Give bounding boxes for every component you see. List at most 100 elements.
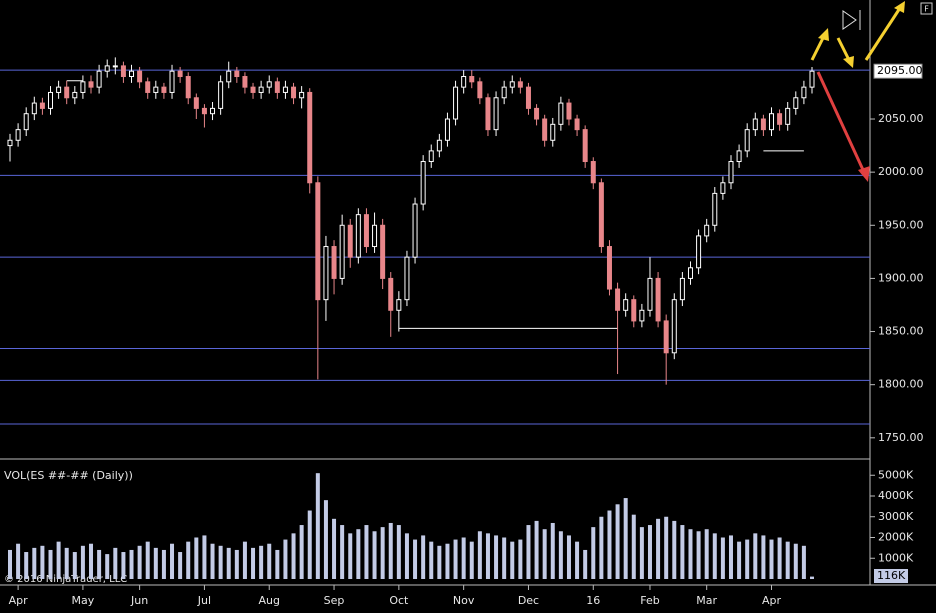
candle-body [282, 86, 288, 93]
volume-bar [170, 543, 175, 579]
arrow-down-red [816, 71, 866, 173]
candle-body [631, 299, 637, 322]
candle-body [307, 91, 313, 184]
arrowhead [894, 1, 905, 13]
scroll-end-button[interactable] [842, 10, 861, 30]
volume-bar [437, 545, 442, 579]
volume-bar [737, 541, 742, 579]
volume-bar [810, 576, 814, 579]
y-tick-label: 2050.00 [878, 112, 924, 125]
volume-bar [696, 531, 701, 579]
x-tick-label: Sep [324, 594, 345, 607]
float-button[interactable] [920, 2, 933, 15]
candle-body [582, 129, 588, 163]
candle-body [728, 161, 734, 184]
volume-bar [429, 541, 434, 579]
candle-body [412, 203, 418, 258]
candle-body [793, 97, 799, 109]
arrowhead [843, 56, 854, 68]
volume-bar [518, 539, 523, 579]
volume-bar [388, 522, 393, 579]
volume-bar [680, 525, 685, 579]
volume-bar [542, 529, 547, 579]
candle-body [339, 224, 345, 279]
volume-bar [510, 541, 515, 579]
volume-bar [769, 539, 774, 579]
float-icon[interactable]: F [924, 5, 929, 14]
candle-body [712, 192, 718, 226]
candle-body [23, 113, 29, 131]
candle-body [720, 182, 726, 194]
volume-bar [48, 549, 53, 579]
volume-bar [623, 498, 628, 579]
volume-bar [558, 531, 563, 579]
volume-bar [194, 537, 199, 579]
volume-bar [372, 531, 377, 579]
volume-bar [526, 525, 531, 579]
candle-body [266, 81, 272, 88]
play-icon[interactable] [842, 10, 857, 30]
volume-bar [485, 533, 490, 579]
volume-bar [413, 539, 418, 579]
candle-body [752, 118, 758, 131]
arrow-down [836, 37, 851, 61]
candle-body [647, 277, 653, 311]
candle-body [31, 102, 37, 115]
volume-bar [32, 547, 37, 579]
volume-bar [704, 529, 709, 579]
volume-bar [728, 535, 733, 579]
volume-bar [291, 533, 296, 579]
volume-bar [283, 539, 288, 579]
candle-body [258, 86, 264, 93]
candle-body [566, 102, 572, 120]
volume-bar [80, 545, 85, 579]
candle-body [736, 150, 742, 163]
arrowhead [818, 28, 829, 41]
candle-body [809, 70, 815, 88]
candle-body [396, 299, 402, 311]
volume-bar [534, 520, 539, 579]
candle-body [120, 65, 126, 78]
candle-body [623, 299, 629, 311]
volume-bar [575, 541, 580, 579]
volume-bar [801, 545, 806, 579]
candle-body [404, 256, 410, 301]
candle-body [331, 246, 337, 279]
volume-bar [153, 547, 158, 579]
volume-bar [477, 531, 482, 579]
y-tick-label: 1900.00 [878, 271, 924, 284]
candle-body [598, 182, 604, 248]
volume-bar [777, 537, 782, 579]
candle-body [372, 224, 378, 248]
candle-body [768, 113, 774, 131]
candle-body [744, 129, 750, 152]
candle-body [88, 81, 94, 88]
volume-bar [591, 527, 596, 579]
y-tick-label: 1950.00 [878, 218, 924, 231]
volume-bar [64, 547, 69, 579]
x-tick-label: 16 [586, 594, 600, 607]
candle-body [250, 86, 256, 93]
candle-body [169, 70, 175, 93]
candle-body [485, 97, 491, 131]
candle-body [315, 182, 321, 301]
volume-bar [40, 545, 45, 579]
volume-bar [267, 543, 272, 579]
candle-body [380, 224, 386, 279]
candle-body [655, 277, 661, 322]
volume-bar [332, 518, 337, 579]
volume-bar [745, 539, 750, 579]
volume-bar [583, 549, 588, 579]
volume-bar [688, 529, 693, 579]
volume-bar [761, 535, 766, 579]
candle-body [663, 320, 669, 354]
y-tick-label: 1850.00 [878, 325, 924, 338]
volume-bar [218, 545, 223, 579]
candle-body [558, 102, 564, 125]
volume-bar [364, 525, 369, 579]
candle-body [64, 86, 70, 99]
x-tick-label: Feb [640, 594, 659, 607]
candle-body [801, 86, 807, 99]
